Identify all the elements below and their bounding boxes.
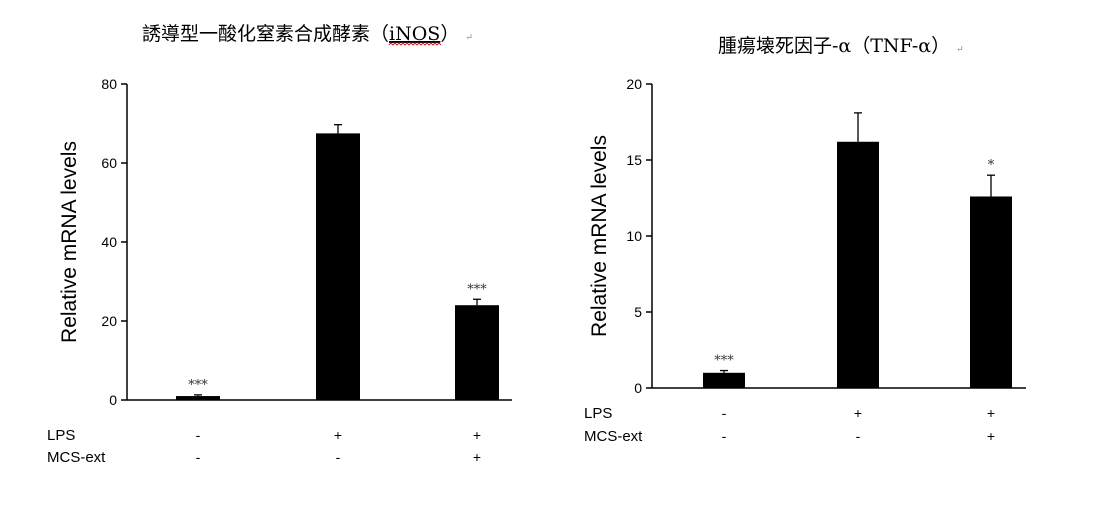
- chart-title: 誘導型一酸化窒素合成酵素（iNOS） ↵: [142, 23, 473, 45]
- tnf-alpha-chart: 腫瘍壊死因子-α（TNF-α） ↵ 0 5 10 15 20 Relative mRNA le…: [584, 35, 1026, 445]
- condition-value: +: [987, 405, 995, 421]
- y-tick-label: 40: [101, 234, 117, 250]
- y-tick-label: 10: [626, 228, 642, 244]
- condition-value: -: [722, 405, 727, 421]
- condition-value: -: [196, 427, 201, 443]
- bar: [176, 396, 220, 400]
- condition-value: +: [473, 449, 481, 465]
- chart-title-close: ）: [440, 23, 459, 45]
- condition-value: -: [336, 449, 341, 465]
- condition-value: +: [987, 428, 995, 444]
- chart-title-main: 誘導型一酸化窒素合成酵素（: [142, 23, 389, 45]
- significance-label: ***: [467, 282, 487, 297]
- y-tick-label: 15: [626, 152, 642, 168]
- y-tick-label: 20: [101, 313, 117, 329]
- condition-value: -: [722, 428, 727, 444]
- condition-value: -: [856, 428, 861, 444]
- condition-value: +: [854, 405, 862, 421]
- bar: [970, 196, 1012, 388]
- y-tick-label: 80: [101, 76, 117, 92]
- significance-label: *: [988, 158, 995, 173]
- condition-label: MCS-ext: [584, 428, 643, 445]
- significance-label: ***: [188, 378, 208, 393]
- bar: [455, 305, 499, 400]
- bar: [316, 133, 360, 400]
- y-axis-label: Relative mRNA levels: [58, 141, 81, 343]
- chart-title-main: 腫瘍壊死因子-α（TNF-α）: [718, 35, 950, 57]
- y-tick-label: 0: [109, 392, 117, 408]
- y-tick-label: 5: [634, 304, 642, 320]
- chart-title-abbr: iNOS: [389, 23, 440, 45]
- condition-value: +: [473, 427, 481, 443]
- condition-label: MCS-ext: [47, 449, 106, 466]
- spellcheck-underline: [388, 42, 442, 46]
- return-mark: ↵: [956, 45, 964, 55]
- inos-chart: 誘導型一酸化窒素合成酵素（iNOS） ↵ 0 20 40 60 80 Relative mRN…: [47, 23, 512, 466]
- return-mark: ↵: [465, 33, 473, 43]
- chart-title: 腫瘍壊死因子-α（TNF-α） ↵: [718, 35, 964, 57]
- condition-label: LPS: [584, 405, 612, 422]
- y-tick-label: 20: [626, 76, 642, 92]
- y-tick-label: 60: [101, 155, 117, 171]
- bar: [703, 372, 745, 388]
- condition-value: +: [334, 427, 342, 443]
- significance-label: ***: [714, 354, 734, 369]
- condition-value: -: [196, 449, 201, 465]
- condition-label: LPS: [47, 427, 75, 444]
- bar: [837, 141, 879, 388]
- y-tick-label: 0: [634, 380, 642, 396]
- y-axis-label: Relative mRNA levels: [588, 135, 611, 337]
